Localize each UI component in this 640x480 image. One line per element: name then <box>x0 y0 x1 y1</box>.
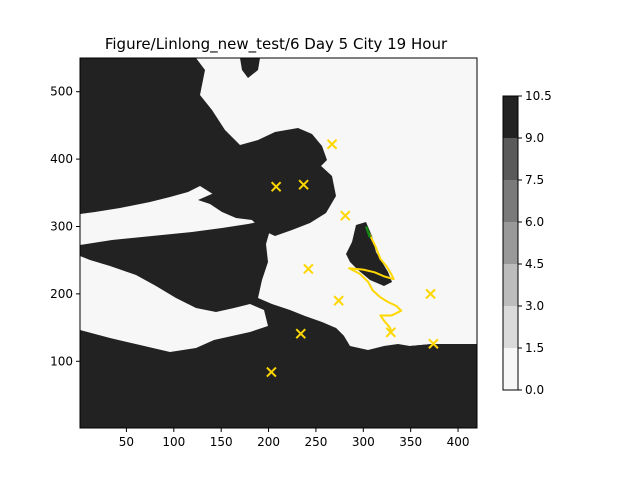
y-tick-label: 400 <box>50 152 73 166</box>
x-tick-label: 300 <box>352 435 375 449</box>
land-island-west <box>276 200 302 216</box>
colorbar-tick-label: 4.5 <box>525 257 544 271</box>
y-tick-label: 200 <box>50 287 73 301</box>
colorbar-band <box>503 306 518 348</box>
colorbar-tick-label: 9.0 <box>525 131 544 145</box>
colorbar-tick-label: 3.0 <box>525 299 544 313</box>
route-layer <box>348 226 403 333</box>
colorbar-band <box>503 222 518 264</box>
city-marker-stroke <box>385 327 396 338</box>
colorbar-frame <box>502 95 519 391</box>
city-marker <box>295 328 306 339</box>
city-marker <box>385 327 396 338</box>
city-marker <box>428 338 439 349</box>
colorbar-tick-label: 6.0 <box>525 215 544 229</box>
city-marker-stroke <box>425 288 436 300</box>
city-marker <box>326 139 338 150</box>
land-main-body <box>80 220 477 428</box>
y-axis: 100 200 300 400 500 <box>50 85 80 368</box>
city-marker <box>266 366 277 378</box>
land-east-coast <box>346 222 392 286</box>
plot-area <box>80 58 477 428</box>
land-center-peninsula <box>198 158 336 236</box>
x-axis: 50 100 150 200 250 300 350 400 <box>119 428 470 449</box>
colorbar-band <box>503 96 518 138</box>
city-marker-stroke <box>340 210 351 221</box>
colorbar-tick-label: 1.5 <box>525 341 544 355</box>
axes-border <box>79 57 478 429</box>
city-marker <box>340 210 351 221</box>
route-start-segment <box>364 226 372 238</box>
city-marker-stroke <box>266 366 277 378</box>
x-tick-label: 50 <box>119 435 134 449</box>
colorbar-band <box>503 138 518 180</box>
land-top-strip <box>240 58 260 78</box>
land-lower-ridge <box>196 320 344 388</box>
city-marker-stroke <box>303 263 314 275</box>
city-marker-stroke <box>428 338 439 349</box>
x-tick-label: 100 <box>162 435 185 449</box>
city-marker-stroke <box>333 295 344 306</box>
colorbar-band <box>503 180 518 222</box>
y-tick-label: 100 <box>50 354 73 368</box>
colorbar-tick-label: 0.0 <box>525 383 544 397</box>
route-line <box>348 232 403 333</box>
colorbar-band <box>503 264 518 306</box>
land-mass <box>80 58 477 428</box>
y-tick-label: 500 <box>50 85 73 99</box>
city-marker <box>270 181 282 192</box>
colorbar: 0.0 1.5 3.0 4.5 6.0 7.5 9.0 10.5 <box>502 89 552 397</box>
city-marker-stroke <box>270 181 282 192</box>
x-tick-label: 150 <box>210 435 233 449</box>
city-marker-stroke <box>298 179 309 190</box>
axes-frame <box>79 57 478 429</box>
city-marker-stroke <box>295 328 306 339</box>
colorbar-tick-label: 10.5 <box>525 89 552 103</box>
colorbar-tick-label: 7.5 <box>525 173 544 187</box>
city-marker-stroke <box>326 139 338 150</box>
chart-title: Figure/Linlong_new_test/6 Day 5 City 19 … <box>105 35 448 54</box>
x-tick-label: 250 <box>304 435 327 449</box>
city-marker <box>303 263 314 275</box>
y-tick-label: 300 <box>50 219 73 233</box>
x-tick-label: 350 <box>399 435 422 449</box>
city-marker <box>333 295 344 306</box>
city-marker <box>298 179 309 190</box>
x-tick-label: 200 <box>257 435 280 449</box>
colorbar-band <box>503 348 518 390</box>
land-south-east <box>396 344 477 428</box>
city-marker <box>425 288 436 300</box>
x-tick-label: 400 <box>447 435 470 449</box>
city-markers <box>266 139 439 378</box>
